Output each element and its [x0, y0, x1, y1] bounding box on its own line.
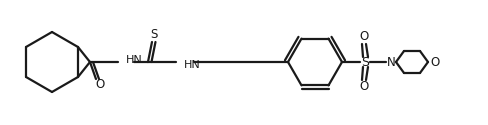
Text: O: O — [430, 56, 440, 68]
Text: O: O — [359, 80, 368, 94]
Text: N: N — [386, 56, 395, 68]
Text: O: O — [359, 30, 368, 44]
Text: O: O — [95, 78, 104, 92]
Text: S: S — [150, 28, 158, 40]
Text: S: S — [361, 56, 369, 68]
Text: HN: HN — [184, 60, 201, 70]
Text: HN: HN — [126, 55, 142, 65]
